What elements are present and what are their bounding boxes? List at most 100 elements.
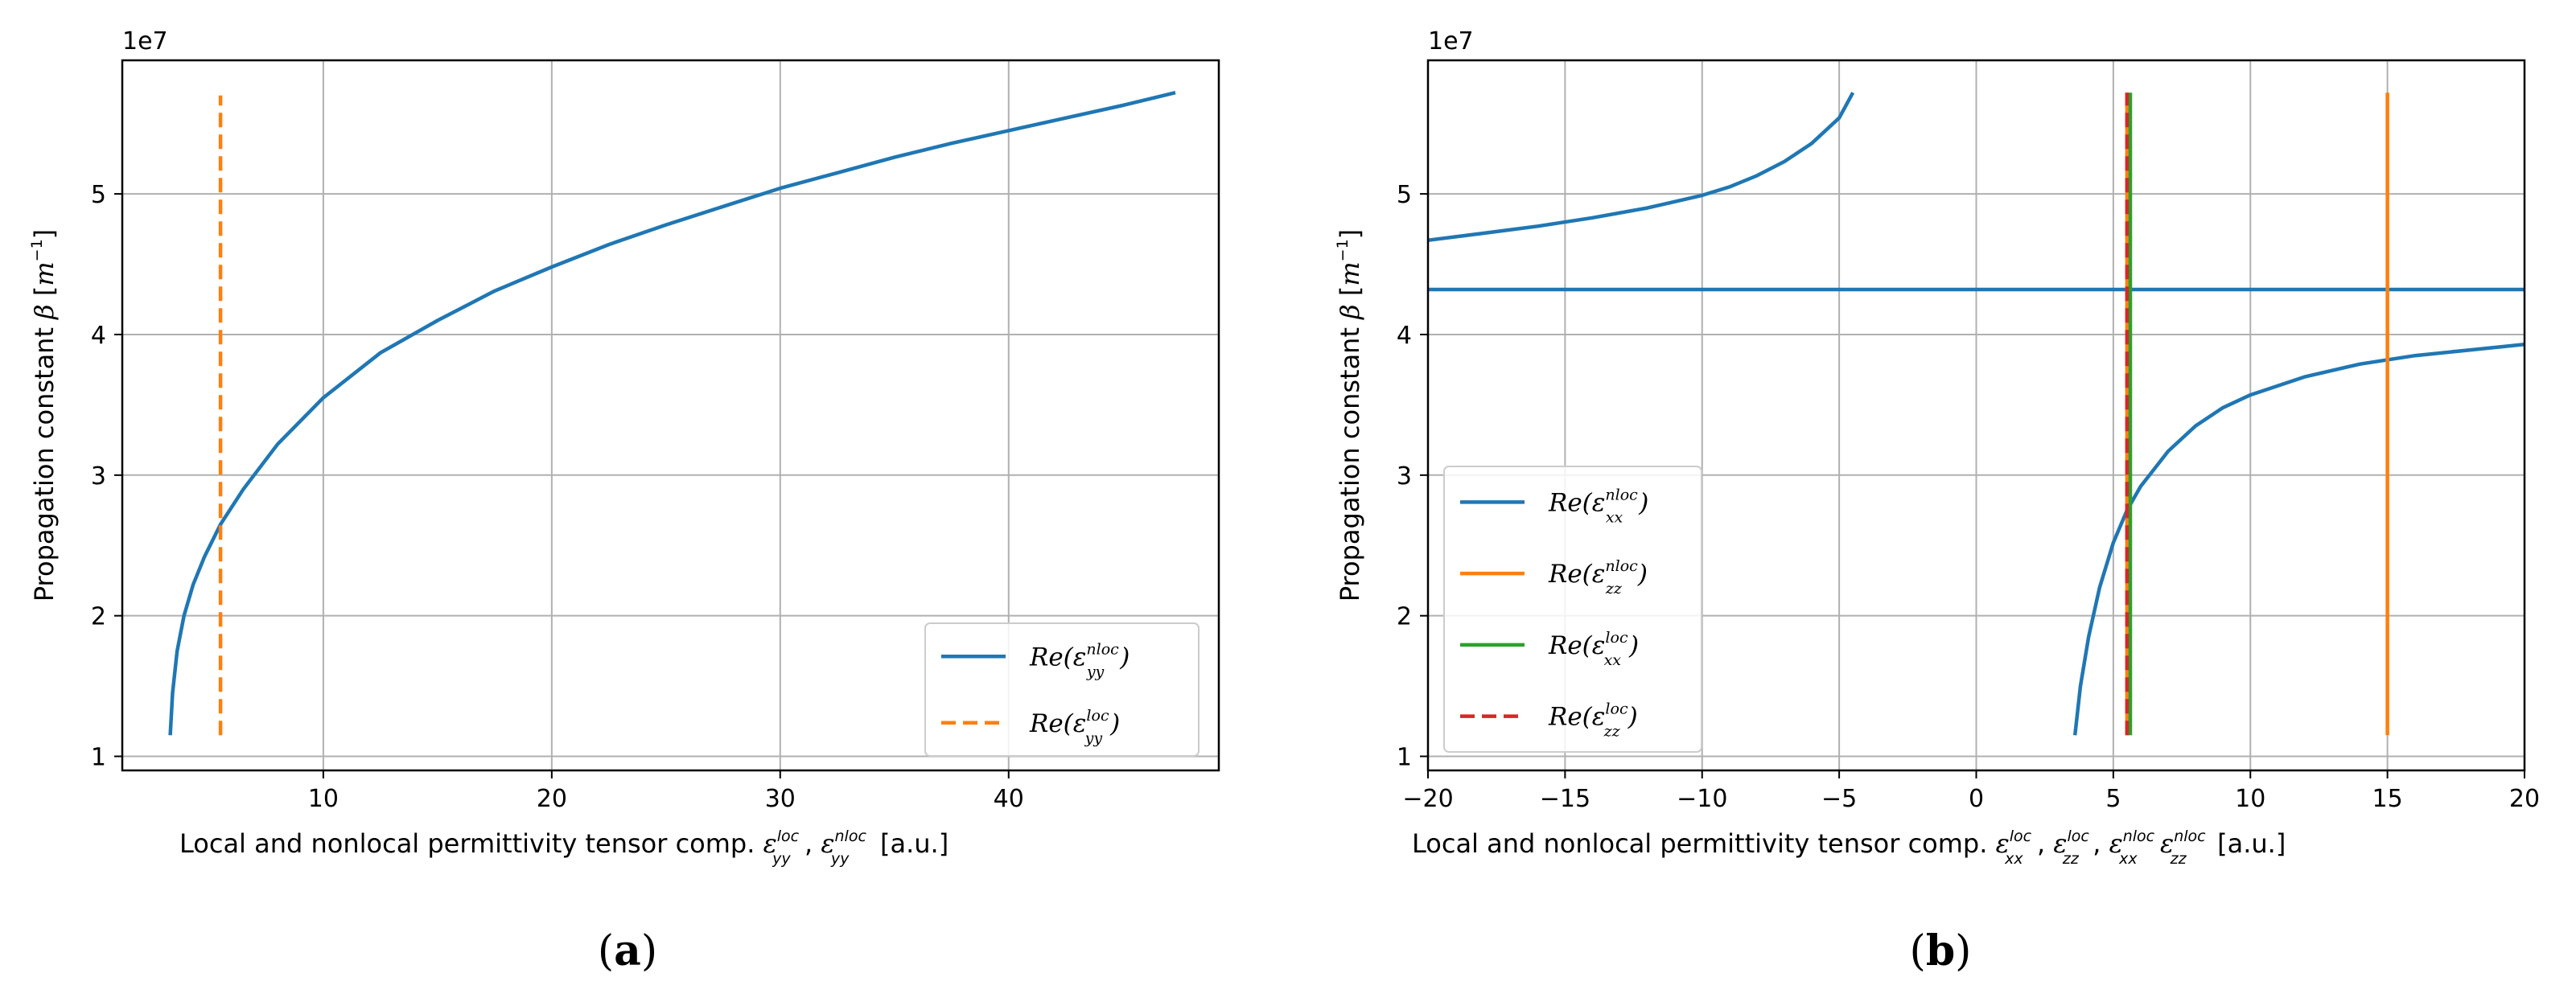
legend-label-sub: zz bbox=[1605, 580, 1623, 598]
x-tick-label: 30 bbox=[765, 785, 796, 813]
legend-box bbox=[1443, 466, 1702, 753]
x-tick-label: −10 bbox=[1677, 785, 1727, 813]
y-tick-label: 1 bbox=[1397, 744, 1412, 772]
x-axis-label-epsilon: ε bbox=[821, 828, 834, 859]
x-tick-label: −20 bbox=[1402, 785, 1453, 813]
y-offset-multiplier: 1e7 bbox=[1428, 27, 1474, 55]
panel-label-close: ) bbox=[1955, 927, 1971, 975]
x-axis-label-sep: , bbox=[2037, 828, 2053, 859]
legend-label-base: Re(ε bbox=[1029, 643, 1086, 671]
y-axis-label: Propagation constant β [m−1] bbox=[28, 229, 60, 602]
x-axis-label-sep: , bbox=[804, 828, 821, 859]
x-axis-label-suffix: [a.u.] bbox=[872, 828, 949, 859]
legend-label-sub: xx bbox=[1604, 651, 1622, 669]
x-axis-label: Local and nonlocal permittivity tensor c… bbox=[179, 828, 949, 868]
series-group bbox=[168, 91, 1176, 736]
x-tick-label: 0 bbox=[1969, 785, 1984, 813]
x-tick-label: 10 bbox=[2235, 785, 2265, 813]
y-axis-label-unit-close: ] bbox=[29, 229, 60, 239]
legend-label-3: Re(εloc xx) bbox=[1548, 629, 1639, 669]
legend: Re(εnloc xx)Re(εnloc zz)Re(εloc xx)Re(εloc z… bbox=[1443, 466, 1702, 753]
panel-label-close: ) bbox=[641, 927, 657, 975]
x-axis-label-sup: loc bbox=[2068, 828, 2090, 845]
y-tick-label: 4 bbox=[1397, 322, 1412, 350]
y-axis-label-symbol: β bbox=[29, 304, 60, 320]
x-tick-label: −5 bbox=[1821, 785, 1857, 813]
legend-label-4: Re(εloc zz) bbox=[1548, 700, 1638, 741]
x-axis-label: Local and nonlocal permittivity tensor c… bbox=[1412, 828, 2286, 868]
legend-label-sup: loc bbox=[1605, 629, 1628, 647]
y-tick-label: 3 bbox=[91, 462, 106, 491]
y-axis-label-exponent: −1 bbox=[1334, 239, 1352, 261]
x-axis-label-epsilon: ε bbox=[2160, 828, 2174, 859]
legend-label-end: ) bbox=[1638, 488, 1648, 517]
chart-panel-a: 10 20 30 40 1 2 3 4 5 1e7 Propagation constant β [… bbox=[28, 27, 1220, 975]
x-tick-label: 40 bbox=[994, 785, 1024, 813]
x-axis-label-sup: loc bbox=[2010, 828, 2032, 845]
legend-label-2: Re(εnloc zz) bbox=[1548, 557, 1648, 598]
series-group bbox=[1428, 92, 2525, 736]
y-tick-label: 2 bbox=[91, 603, 106, 631]
x-axis-label-sep: , bbox=[2092, 828, 2109, 859]
y-tick-label: 5 bbox=[1397, 181, 1412, 209]
legend-label-sup: nloc bbox=[1086, 640, 1119, 658]
y-axis-label-text: Propagation constant bbox=[1335, 319, 1365, 602]
panel-label-open: ( bbox=[1910, 927, 1926, 975]
y-axis-label-text: Propagation constant bbox=[29, 319, 60, 602]
legend-label-base: Re(ε bbox=[1548, 631, 1605, 660]
x-axis-label-sub: xx bbox=[2118, 850, 2138, 868]
x-axis-label-epsilon: ε bbox=[2109, 828, 2123, 859]
y-axis-label-symbol: β bbox=[1335, 304, 1365, 320]
y-axis-label-unit-open: [ bbox=[29, 286, 60, 305]
x-axis-label-sup: nloc bbox=[2174, 828, 2206, 845]
y-offset-multiplier: 1e7 bbox=[122, 27, 168, 55]
x-tick-label: 5 bbox=[2105, 785, 2121, 813]
chart-panel-b: −20 −15 −10 −5 0 5 10 15 20 1 2 3 4 5 1e7 Propagation c… bbox=[1334, 27, 2540, 975]
legend-label-base: Re(ε bbox=[1548, 703, 1605, 732]
x-axis-label-prefix: Local and nonlocal permittivity tensor c… bbox=[179, 828, 763, 859]
panel-label-letter: a bbox=[614, 926, 641, 975]
legend-label-end: ) bbox=[1627, 703, 1638, 732]
y-tick-label: 1 bbox=[91, 744, 106, 772]
x-axis-label-prefix: Local and nonlocal permittivity tensor c… bbox=[1412, 828, 1996, 859]
y-tick-label: 3 bbox=[1397, 462, 1412, 491]
legend-label-sub: yy bbox=[1084, 729, 1103, 747]
legend-label-base: Re(ε bbox=[1548, 488, 1605, 517]
series-line-1-segment-1 bbox=[1428, 92, 1855, 243]
legend-label-base: Re(ε bbox=[1548, 560, 1605, 589]
y-axis-label-unit: m bbox=[29, 261, 60, 285]
legend-label-sup: loc bbox=[1086, 707, 1109, 725]
legend-label-sub: yy bbox=[1086, 663, 1105, 680]
x-axis-label-epsilon: ε bbox=[2053, 828, 2067, 859]
legend-label-end: ) bbox=[1637, 560, 1648, 589]
y-axis-label-unit: m bbox=[1335, 261, 1365, 285]
x-axis-label-suffix: [a.u.] bbox=[2209, 828, 2286, 859]
panel-label: (b) bbox=[1910, 926, 1972, 975]
x-tick-label: 20 bbox=[2509, 785, 2540, 813]
y-axis-label: Propagation constant β [m−1] bbox=[1334, 229, 1365, 602]
legend-label-1: Re(εnloc yy) bbox=[1029, 640, 1130, 680]
y-tick-label: 4 bbox=[91, 322, 106, 350]
axes-frame bbox=[121, 59, 1220, 772]
x-axis-label-sub: yy bbox=[772, 850, 791, 868]
x-tick-label: 20 bbox=[537, 785, 567, 813]
legend: Re(εnloc yy)Re(εloc yy) bbox=[924, 622, 1200, 757]
x-axis-label-sub: xx bbox=[2004, 850, 2023, 868]
y-axis-label-unit-open: [ bbox=[1335, 286, 1365, 305]
legend-label-sup: nloc bbox=[1605, 557, 1638, 575]
panel-label-letter: b bbox=[1926, 926, 1955, 975]
series-line-1-segment-3 bbox=[2072, 342, 2525, 736]
y-axis-label-exponent: −1 bbox=[28, 239, 46, 261]
x-axis-label-epsilon: ε bbox=[763, 828, 777, 859]
x-axis-label-sub: zz bbox=[2062, 850, 2080, 868]
x-axis-label-sub: yy bbox=[830, 850, 850, 868]
legend-label-end: ) bbox=[1109, 709, 1120, 738]
x-axis-label-sup: loc bbox=[777, 828, 800, 845]
x-axis-label-sup: nloc bbox=[2123, 828, 2155, 845]
panel-label-open: ( bbox=[598, 927, 614, 975]
x-axis-label-sup: nloc bbox=[835, 828, 867, 845]
x-tick-label: 15 bbox=[2372, 785, 2403, 813]
x-tick-label: 10 bbox=[308, 785, 339, 813]
x-axis-label-epsilon: ε bbox=[1996, 828, 2010, 859]
